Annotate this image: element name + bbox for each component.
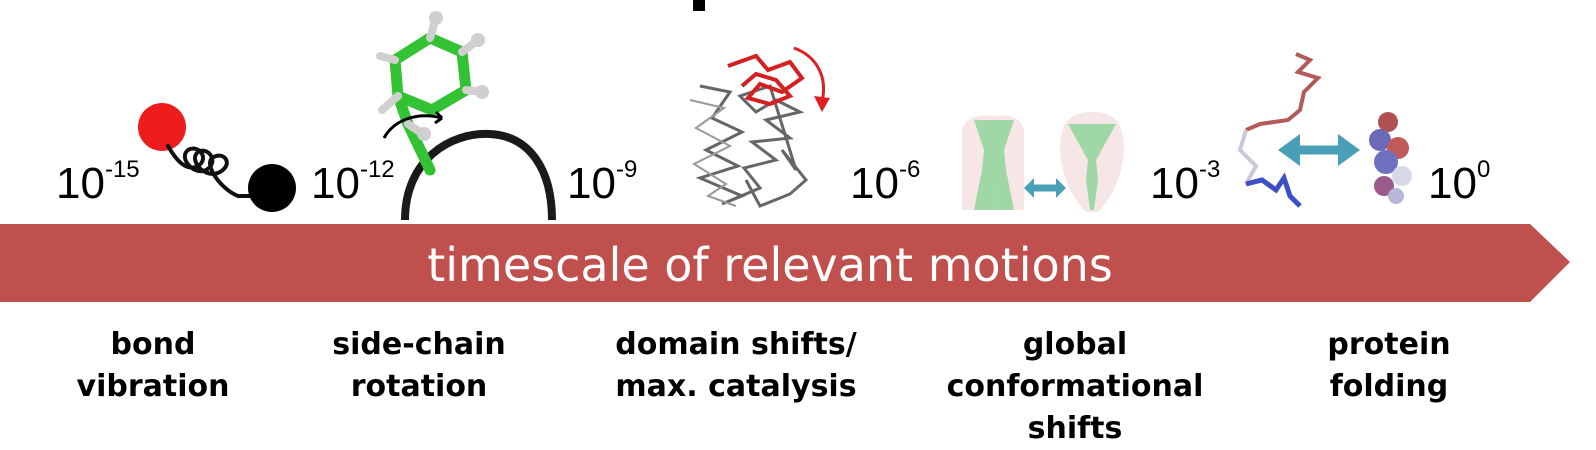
tick-base: 10 (567, 159, 616, 208)
caption-line: side-chain (332, 327, 506, 362)
phenylalanine-sidechain-icon (376, 11, 556, 221)
tick-1e-6: 10-6 (850, 158, 920, 208)
tick-exponent: -3 (1198, 156, 1221, 183)
caption-line: bond vibration (76, 327, 230, 404)
timescale-arrow (0, 224, 1570, 302)
tick-exponent: -15 (104, 156, 140, 183)
timescale-diagram: 10-15 10-12 10-9 10-6 10-3 100 timescale… (0, 0, 1570, 446)
tick-1e-3: 10-3 (1150, 158, 1220, 208)
tick-base: 10 (850, 159, 899, 208)
caption-line: rotation (350, 369, 488, 404)
tick-exponent: -6 (898, 156, 921, 183)
illustrations (0, 0, 1570, 302)
tick-1e-12: 10-12 (311, 158, 395, 208)
tick-exponent: -9 (615, 156, 638, 183)
protein-folding-icon (1237, 52, 1412, 208)
caption-line: max. catalysis (615, 369, 857, 404)
tick-1e-15: 10-15 (56, 158, 140, 208)
tick-1e0: 100 (1428, 158, 1490, 208)
caption-line: shifts (1027, 411, 1123, 446)
caption-protein-folding: protein folding (1306, 324, 1472, 408)
tick-base: 10 (1428, 159, 1477, 208)
protein-domain-ribbon-icon (689, 46, 830, 208)
cropped-title-fragment (693, 0, 705, 11)
tick-base: 10 (56, 159, 105, 208)
tick-1e-9: 10-9 (567, 158, 637, 208)
caption-line: global conformational (946, 327, 1204, 404)
tick-exponent: 0 (1476, 156, 1491, 183)
caption-global-conformational-shifts: global conformational shifts (902, 324, 1248, 450)
caption-side-chain-rotation: side-chain rotation (324, 324, 514, 408)
caption-line: domain shifts/ (615, 327, 857, 362)
caption-bond-vibration: bond vibration (30, 324, 276, 408)
channel-conformation-icon (962, 112, 1124, 212)
tick-base: 10 (311, 159, 360, 208)
tick-exponent: -12 (359, 156, 395, 183)
caption-line: folding (1329, 369, 1449, 404)
caption-line: protein (1327, 327, 1451, 362)
tick-base: 10 (1150, 159, 1199, 208)
banner-label: timescale of relevant motions (427, 238, 1113, 292)
bond-vibration-spring-icon (138, 103, 296, 212)
caption-domain-shifts: domain shifts/ max. catalysis (606, 324, 866, 408)
